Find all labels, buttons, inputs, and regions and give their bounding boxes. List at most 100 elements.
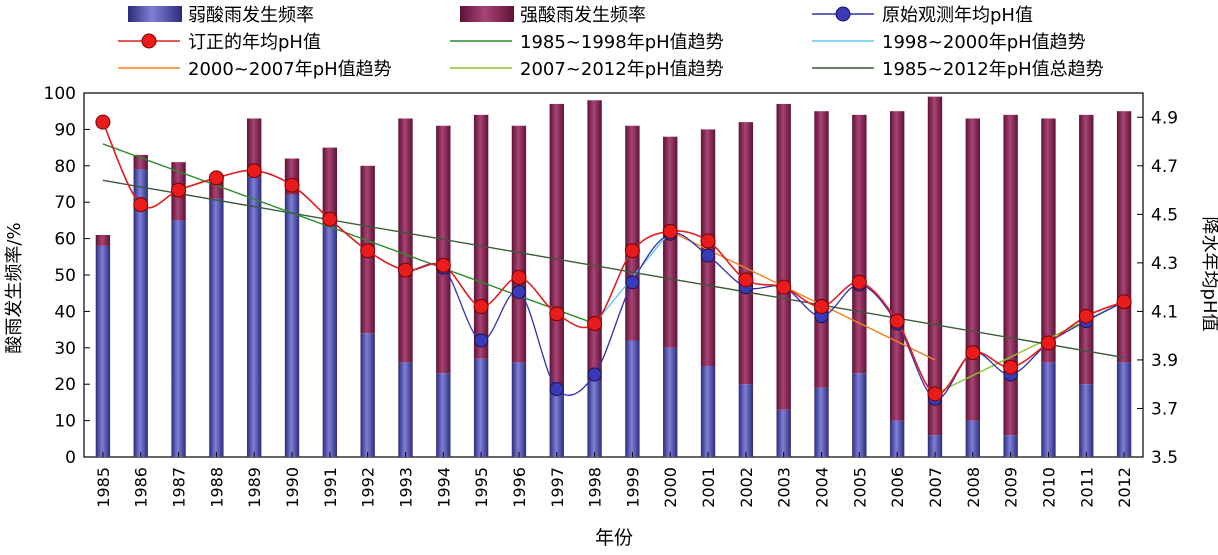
legend-item-9: 1985~2012年pH值总趋势 [812,59,1104,80]
bar-strong-acid-2011 [1079,114,1094,385]
point-corrected-ph-1985 [95,114,111,130]
y-tick-label: 40 [54,302,76,322]
point-corrected-ph-2010 [1040,335,1056,351]
y2-tick-label: 4.9 [1151,108,1178,128]
point-corrected-ph-2009 [1003,359,1019,375]
legend-label-2: 强酸雨发生频率 [520,5,646,26]
y2-tick-label: 4.5 [1151,205,1178,225]
point-corrected-ph-1996 [511,269,527,285]
y-tick-label: 90 [54,120,76,140]
bar-strong-acid-2005 [852,114,867,374]
x-tick-label-1991: 1991 [321,467,340,508]
bar-weak-acid-1986 [133,169,148,457]
y-tick-label: 80 [54,157,76,177]
bar-strong-acid-2008 [965,118,980,421]
bar-weak-acid-1991 [322,224,338,457]
x-tick-label-2009: 2009 [1002,467,1021,508]
bar-strong-acid-1995 [473,114,489,359]
point-corrected-ph-2004 [814,299,830,315]
point-corrected-ph-2005 [851,274,867,290]
plot-area: 0 10 20 30 40 50 60 70 80 90 100 3.5 3.7 3.9 4.1 4.3 4.5… [44,84,1179,508]
bar-weak-acid-2000 [663,347,678,457]
legend-label-7: 2000~2007年pH值趋势 [188,59,392,80]
legend-item-6: 1998~2000年pH值趋势 [812,32,1086,53]
point-corrected-ph-1995 [473,299,489,315]
x-tick-label-1999: 1999 [623,467,642,508]
point-corrected-ph-2002 [738,272,754,288]
bar-weak-acid-1985 [95,245,111,457]
trend-line-5 [102,179,1125,359]
y2-axis-label: 降水年均pH值 [1199,217,1218,332]
bar-weak-acid-2002 [738,384,754,457]
legend-label-5: 1985~1998年pH值趋势 [520,32,724,53]
bar-strong-acid-2006 [889,111,905,421]
x-tick-label-2005: 2005 [850,467,869,508]
point-corrected-ph-2000 [662,223,678,239]
x-tick-label-1993: 1993 [396,467,415,508]
bar-weak-acid-1987 [171,220,186,457]
x-tick-label-1994: 1994 [434,467,453,508]
point-corrected-ph-1988 [208,170,224,186]
x-tick-label-2007: 2007 [926,467,945,508]
y-tick-label: 0 [65,448,76,468]
y-tick-label: 30 [54,339,76,359]
x-tick-label-1987: 1987 [170,467,189,508]
bar-weak-acid-1992 [360,333,375,457]
legend-item-1: 弱酸雨发生频率 [128,5,314,26]
x-tick-label-2001: 2001 [699,467,718,508]
point-corrected-ph-1997 [549,306,565,322]
y2-tick-label: 3.5 [1151,448,1178,468]
bar-weak-acid-2008 [965,420,980,457]
bar-strong-acid-1985 [95,234,111,246]
point-observed-ph-1998 [587,367,602,382]
bar-weak-acid-2004 [814,387,829,457]
bar-strong-acid-1991 [322,147,338,225]
y-tick-label: 100 [44,84,76,104]
bar-strong-acid-2007 [927,96,943,436]
bar-weak-acid-1998 [587,380,602,457]
bar-weak-acid-1993 [398,362,413,457]
point-observed-ph-1997 [549,382,564,397]
legend-item-8: 2007~2012年pH值趋势 [450,59,724,80]
x-tick-label-2004: 2004 [813,467,832,508]
line-corrected-ph [102,121,1125,395]
point-corrected-ph-1990 [284,177,300,193]
x-tick-label-1989: 1989 [245,467,264,508]
x-tick-label-2006: 2006 [888,467,907,508]
bar-weak-acid-2007 [927,435,943,457]
point-observed-ph-1996 [511,284,526,299]
legend-label-4: 订正的年均pH值 [188,32,321,53]
x-tick-label-1990: 1990 [283,467,302,508]
x-tick-label-2012: 2012 [1115,467,1134,508]
bar-strong-acid-2010 [1041,118,1056,363]
y-axis-label: 酸雨发生频率/% [4,222,25,353]
y2-tick-label: 4.1 [1151,302,1178,322]
point-corrected-ph-1994 [435,257,451,273]
bar-weak-acid-2005 [852,373,867,457]
point-corrected-ph-2012 [1116,294,1132,310]
bar-strong-acid-2003 [776,103,791,410]
bar-weak-acid-2011 [1079,384,1094,457]
bar-strong-acid-1989 [247,118,262,177]
bar-weak-acid-1990 [284,194,300,458]
y2-tick-label: 4.3 [1151,254,1178,274]
bar-strong-acid-2012 [1116,111,1132,363]
bar-strong-acid-1993 [398,118,413,363]
legend-item-5: 1985~1998年pH值趋势 [450,32,724,53]
x-tick-label-1995: 1995 [472,467,491,508]
point-observed-ph-1995 [474,333,489,348]
x-tick-label-1992: 1992 [359,467,378,508]
x-tick-label-2000: 2000 [661,467,680,508]
point-observed-ph-2001 [701,248,716,263]
point-observed-ph-1999 [625,275,640,290]
bar-weak-acid-1997 [549,387,564,457]
bar-strong-acid-1994 [436,125,451,374]
x-tick-label-2011: 2011 [1077,467,1096,508]
point-corrected-ph-2007 [927,386,943,402]
point-corrected-ph-2011 [1078,308,1094,324]
bar-strong-acid-2004 [814,111,829,388]
point-corrected-ph-2008 [965,345,981,361]
legend-item-7: 2000~2007年pH值趋势 [118,59,392,80]
y2-tick-label: 3.7 [1151,399,1178,419]
point-corrected-ph-1987 [171,182,187,198]
